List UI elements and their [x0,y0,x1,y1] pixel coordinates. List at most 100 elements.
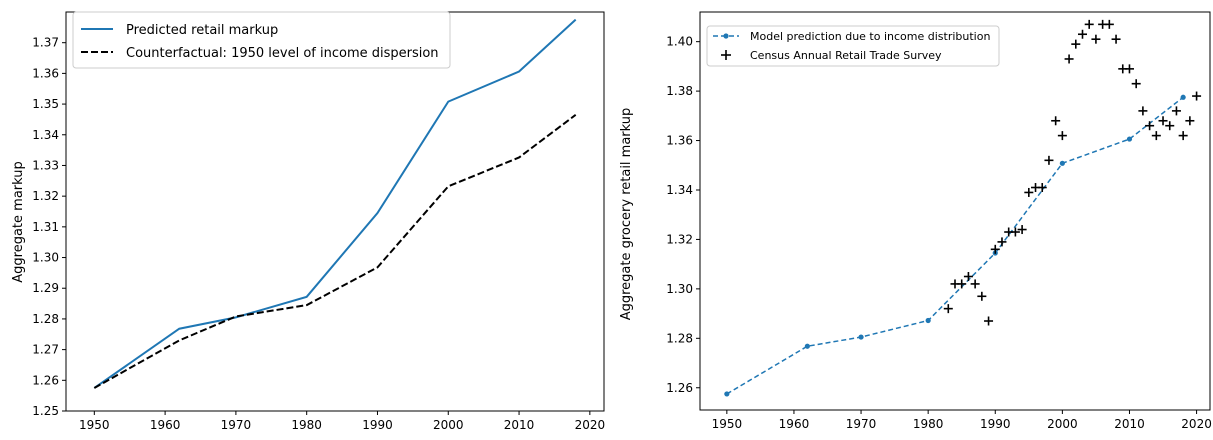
right-chart-lines [724,19,1202,397]
x-tick-label: 1960 [150,418,181,432]
right-chart-legend: Model prediction due to income distribut… [706,25,1000,67]
data-point-census-annual-retail-trade-survey [1111,34,1121,44]
y-tick-label: 1.36 [666,134,693,148]
series-line-counterfactual-1950-level-of-income-dispersion [93,114,577,389]
data-point-model-prediction-due-to-income-distribution [1126,136,1133,142]
y-tick-label: 1.37 [32,36,59,50]
left-chart-yticks: 1.25 1.26 1.27 1.28 1.29 1.30 1.31 1.32 1.33 1.34… [32,36,66,418]
data-point-census-annual-retail-trade-survey [1037,183,1047,193]
data-point-census-annual-retail-trade-survey [1171,106,1181,116]
right-chart-ylabel: Aggregate grocery retail markup [619,108,634,321]
y-tick-label: 1.26 [32,373,59,387]
y-tick-label: 1.33 [32,158,59,172]
data-point-census-annual-retail-trade-survey [1071,39,1081,49]
left-chart: 1950 1960 1970 1980 1990 2000 2010 2020 1.251.2… [11,11,605,432]
y-tick-label: 1.29 [32,281,59,295]
data-point-census-annual-retail-trade-survey [1138,106,1148,116]
y-tick-label: 1.32 [32,189,59,203]
x-tick-label: 1960 [779,417,810,431]
data-point-census-annual-retail-trade-survey [1124,64,1134,74]
data-point-census-annual-retail-trade-survey [1192,91,1202,101]
legend-swatch-model-marker [723,33,729,39]
data-point-census-annual-retail-trade-survey [1104,19,1114,29]
x-tick-label: 1990 [980,417,1011,431]
x-tick-label: 1950 [712,417,743,431]
plot-frame [699,11,1211,411]
data-point-census-annual-retail-trade-survey [984,316,994,326]
x-tick-label: 1970 [846,417,877,431]
data-point-census-annual-retail-trade-survey [1145,121,1155,131]
data-point-model-prediction-due-to-income-distribution [858,334,864,340]
x-tick-label: 2020 [575,418,606,432]
data-point-census-annual-retail-trade-survey [1158,116,1168,126]
y-tick-label: 1.25 [32,404,59,418]
x-tick-label: 2010 [504,418,535,432]
y-tick-label: 1.28 [666,331,693,345]
data-point-census-annual-retail-trade-survey [1078,29,1087,39]
data-point-model-prediction-due-to-income-distribution [925,317,931,324]
data-point-census-annual-retail-trade-survey [1165,121,1175,131]
data-point-census-annual-retail-trade-survey [963,272,973,282]
data-point-census-annual-retail-trade-survey [943,304,953,314]
y-tick-label: 1.30 [32,251,59,265]
data-point-census-annual-retail-trade-survey [1010,227,1020,237]
data-point-census-annual-retail-trade-survey [1051,116,1061,126]
series-line-model-prediction-due-to-income-distribution [726,96,1184,395]
x-tick-label: 2020 [1181,417,1212,431]
left-chart-panel: 1950 1960 1970 1980 1990 2000 2010 2020 1.25 1.2… [0,0,606,435]
right-chart-panel: 1950 1960 1970 1980 1990 2000 2010 2020 1.26 1.2… [606,0,1213,435]
data-point-census-annual-retail-trade-survey [1084,19,1094,29]
y-tick-label: 1.32 [666,232,693,246]
series-line-predicted-retail-markup [93,18,577,389]
y-tick-label: 1.40 [666,35,693,49]
data-point-census-annual-retail-trade-survey [977,291,987,301]
right-chart-xticks: 1950 1960 1970 1980 1990 2000 2010 2020 [712,410,1212,431]
data-point-census-annual-retail-trade-survey [1178,131,1188,141]
data-point-census-annual-retail-trade-survey [1131,79,1141,89]
x-tick-label: 1990 [362,418,393,432]
legend-swatch-census [721,50,731,60]
data-point-census-annual-retail-trade-survey [957,279,967,289]
legend-label-counterfactual: Counterfactual: 1950 level of income dis… [126,46,439,61]
right-chart-yticks: 1.26 1.28 1.30 1.32 1.34 1.36 1.38 1.40 [666,35,700,395]
x-tick-label: 2000 [433,418,464,432]
data-point-census-annual-retail-trade-survey [970,279,980,289]
data-point-census-annual-retail-trade-survey [1044,155,1054,165]
y-tick-label: 1.35 [32,97,59,111]
right-chart: 1950 1960 1970 1980 1990 2000 2010 2020 1.261.2… [619,11,1212,431]
legend-label-census: Census Annual Retail Trade Survey [750,49,942,62]
x-tick-label: 2010 [1114,417,1145,431]
data-point-census-annual-retail-trade-survey [1064,54,1074,64]
left-chart-legend: Predicted retail markup Counterfactual: … [72,11,451,69]
y-tick-label: 1.36 [32,66,59,80]
left-chart-xticks: 1950 1960 1970 1980 1990 2000 2010 2020 [79,411,605,432]
data-point-census-annual-retail-trade-survey [997,237,1007,247]
data-point-model-prediction-due-to-income-distribution [724,391,730,397]
data-point-census-annual-retail-trade-survey [990,244,1000,254]
y-tick-label: 1.34 [666,183,693,197]
y-tick-label: 1.26 [666,381,693,395]
data-point-census-annual-retail-trade-survey [1017,225,1027,235]
data-point-model-prediction-due-to-income-distribution [804,343,810,349]
data-point-model-prediction-due-to-income-distribution [1180,94,1186,100]
left-chart-lines [93,18,577,389]
x-tick-label: 1980 [291,418,322,432]
y-tick-label: 1.28 [32,312,59,326]
left-chart-ylabel: Aggregate markup [11,161,26,283]
legend-box [72,11,451,69]
data-point-census-annual-retail-trade-survey [1185,116,1195,126]
x-tick-label: 1950 [79,418,110,432]
data-point-census-annual-retail-trade-survey [1151,131,1161,141]
y-tick-label: 1.30 [666,282,693,296]
x-tick-label: 1980 [913,417,944,431]
data-point-census-annual-retail-trade-survey [1024,187,1034,197]
data-point-census-annual-retail-trade-survey [1057,131,1067,141]
y-tick-label: 1.31 [32,220,59,234]
legend-label-predicted: Predicted retail markup [126,23,278,38]
legend-box [706,25,1000,67]
data-point-census-annual-retail-trade-survey [1091,34,1101,44]
x-tick-label: 2000 [1047,417,1078,431]
y-tick-label: 1.27 [32,343,59,357]
y-tick-label: 1.38 [666,84,693,98]
y-tick-label: 1.34 [32,128,59,142]
